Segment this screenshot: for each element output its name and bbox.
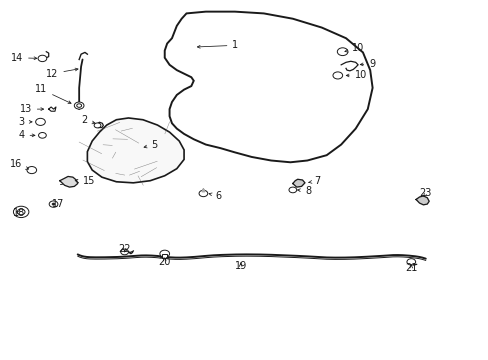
Circle shape bbox=[199, 190, 207, 197]
Circle shape bbox=[38, 55, 47, 62]
Polygon shape bbox=[60, 176, 78, 187]
Polygon shape bbox=[292, 179, 305, 187]
Text: 12: 12 bbox=[46, 68, 78, 79]
Text: 4: 4 bbox=[19, 130, 35, 140]
Text: 18: 18 bbox=[13, 208, 25, 218]
Text: 16: 16 bbox=[10, 159, 28, 169]
Circle shape bbox=[337, 48, 347, 55]
Circle shape bbox=[288, 187, 296, 193]
Text: 22: 22 bbox=[118, 244, 131, 254]
Text: 2: 2 bbox=[81, 116, 95, 125]
Text: 10: 10 bbox=[346, 71, 366, 80]
Circle shape bbox=[52, 203, 55, 205]
Text: 11: 11 bbox=[35, 84, 71, 103]
Text: 10: 10 bbox=[344, 43, 364, 53]
Bar bbox=[162, 255, 167, 258]
Text: 6: 6 bbox=[209, 191, 221, 201]
Text: 20: 20 bbox=[158, 257, 171, 266]
Text: 5: 5 bbox=[144, 140, 158, 149]
Text: 17: 17 bbox=[52, 199, 64, 209]
Circle shape bbox=[27, 167, 37, 174]
Text: 21: 21 bbox=[404, 263, 417, 273]
Text: 15: 15 bbox=[75, 176, 95, 186]
Text: 14: 14 bbox=[11, 53, 37, 63]
Text: 3: 3 bbox=[19, 117, 32, 127]
Circle shape bbox=[332, 72, 342, 79]
Polygon shape bbox=[202, 189, 204, 192]
Text: 1: 1 bbox=[197, 40, 238, 50]
Text: 19: 19 bbox=[234, 261, 246, 271]
Circle shape bbox=[406, 259, 415, 265]
Polygon shape bbox=[87, 118, 183, 183]
Circle shape bbox=[160, 250, 169, 257]
Text: 13: 13 bbox=[20, 104, 43, 114]
Circle shape bbox=[94, 123, 101, 128]
Circle shape bbox=[74, 102, 84, 109]
Text: 8: 8 bbox=[297, 186, 310, 195]
Circle shape bbox=[13, 206, 29, 217]
Circle shape bbox=[121, 249, 128, 255]
Circle shape bbox=[36, 118, 45, 125]
Circle shape bbox=[39, 132, 46, 138]
Text: 9: 9 bbox=[360, 59, 375, 69]
Text: 23: 23 bbox=[419, 189, 431, 198]
Circle shape bbox=[49, 201, 58, 207]
Polygon shape bbox=[415, 196, 428, 205]
Circle shape bbox=[77, 104, 81, 107]
Circle shape bbox=[17, 209, 25, 215]
Text: 7: 7 bbox=[308, 176, 320, 186]
